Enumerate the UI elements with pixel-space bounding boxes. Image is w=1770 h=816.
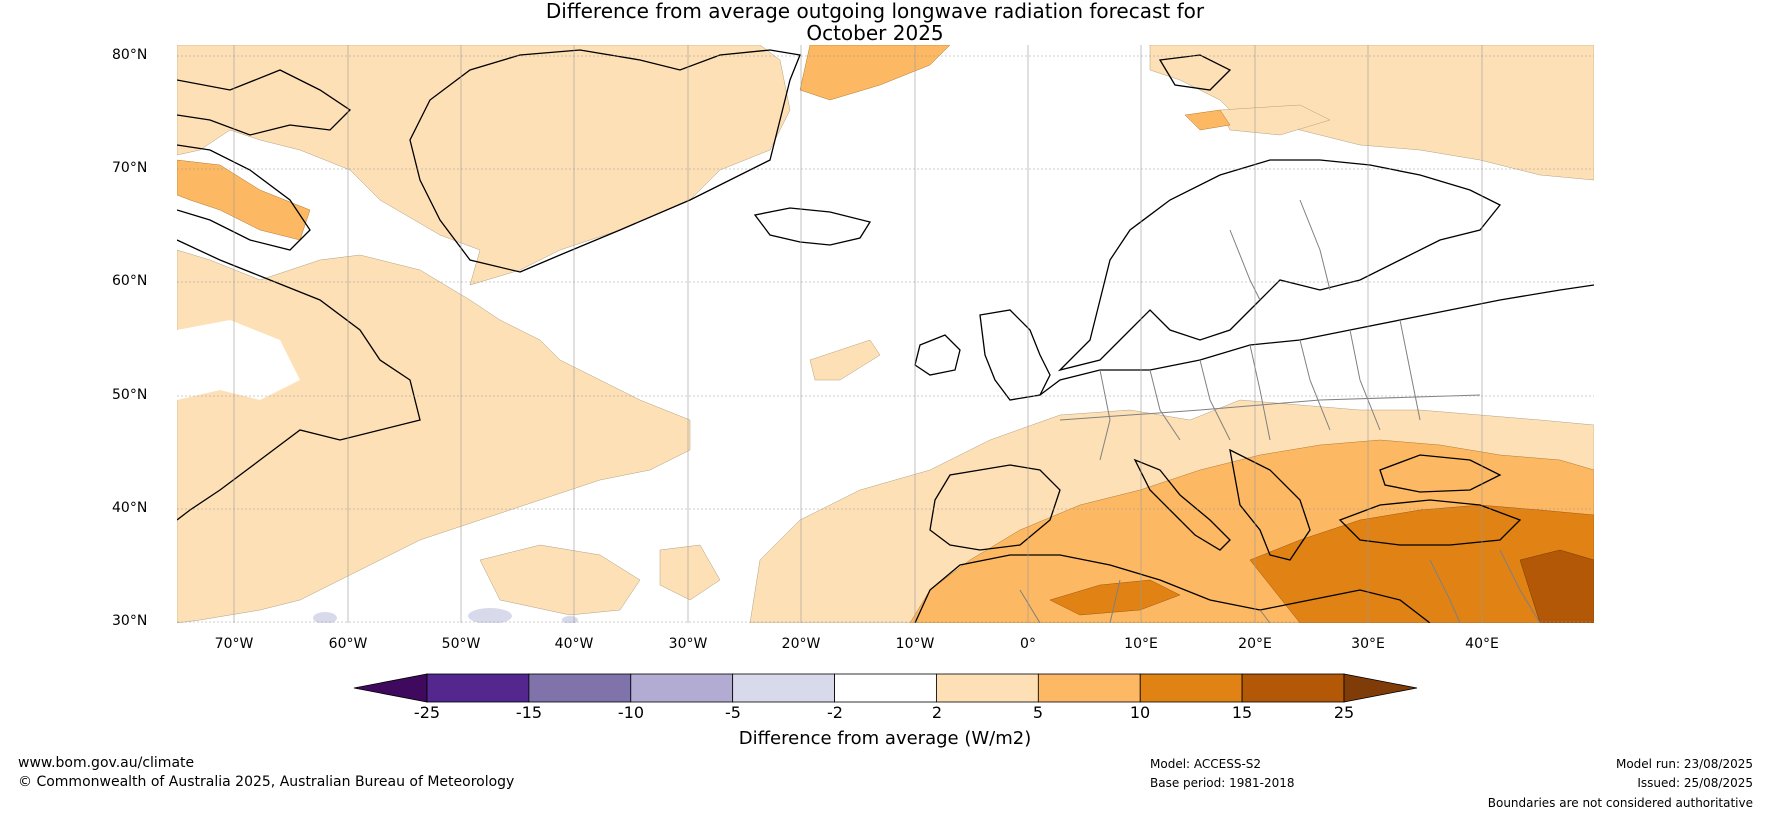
lat-label-50n: 50°N [112, 387, 148, 403]
colorbar-extend-high [1343, 673, 1418, 703]
colorbar-swatch [834, 673, 937, 703]
footer-model: Model: ACCESS-S2 [1150, 757, 1262, 771]
colorbar-swatch [426, 673, 530, 703]
footer-disclaimer: Boundaries are not considered authoritat… [1487, 796, 1753, 810]
colorbar-tick: -2 [827, 703, 843, 722]
colorbar-extend-low [353, 673, 428, 703]
lon-label-10w: 10°W [895, 636, 935, 652]
lon-label-70w: 70°W [214, 636, 254, 652]
lon-label-30e: 30°E [1351, 636, 1385, 652]
colorbar-swatch [732, 673, 835, 703]
colorbar-tick: 15 [1231, 703, 1253, 722]
footer-model-run: Model run: 23/08/2025 [1615, 757, 1753, 771]
lon-label-60w: 60°W [328, 636, 368, 652]
lat-label-60n: 60°N [112, 273, 148, 289]
colorbar-tick: 25 [1333, 703, 1355, 722]
anomaly-10-15-region [1049, 504, 1594, 623]
colorbar-tick: -25 [413, 703, 441, 722]
map-title-line1: Difference from average outgoing longwav… [545, 0, 1205, 23]
country-borders [1019, 199, 1541, 623]
colorbar-swatch [528, 673, 632, 703]
lon-label-30w: 30°W [668, 636, 708, 652]
lon-label-20w: 20°W [781, 636, 821, 652]
footer-issued: Issued: 25/08/2025 [1637, 776, 1753, 790]
lat-label-40n: 40°N [112, 500, 148, 516]
lon-label-20e: 20°E [1238, 636, 1272, 652]
lon-label-40w: 40°W [554, 636, 594, 652]
colorbar-label: Difference from average (W/m2) [738, 728, 1032, 749]
map-title-line2: October 2025 [806, 21, 944, 45]
lon-label-40e: 40°E [1465, 636, 1499, 652]
anomaly-15-25-region [1519, 549, 1594, 623]
lat-label-80n: 80°N [112, 47, 148, 63]
colorbar-tick: -15 [515, 703, 543, 722]
lat-label-30n: 30°N [112, 613, 148, 629]
colorbar-swatch [630, 673, 734, 703]
colorbar-tick: 2 [931, 703, 943, 722]
lon-label-10e: 10°E [1124, 636, 1158, 652]
colorbar-swatch [1241, 673, 1345, 703]
footer-url[interactable]: www.bom.gov.au/climate [18, 755, 195, 771]
colorbar-tick: -10 [617, 703, 645, 722]
colorbar-tick: 10 [1129, 703, 1151, 722]
lon-label-0: 0° [1020, 636, 1036, 652]
lon-label-50w: 50°W [441, 636, 481, 652]
colorbar-swatch [1139, 673, 1243, 703]
footer-copyright: © Commonwealth of Australia 2025, Austra… [18, 774, 515, 790]
colorbar-swatch [1037, 673, 1141, 703]
grid-lines [177, 45, 1594, 623]
colorbar-swatch [936, 673, 1039, 703]
colorbar-tick: -5 [725, 703, 741, 722]
colorbar-tick: 5 [1032, 703, 1044, 722]
footer-base-period: Base period: 1981-2018 [1150, 776, 1295, 790]
lat-label-70n: 70°N [112, 160, 148, 176]
